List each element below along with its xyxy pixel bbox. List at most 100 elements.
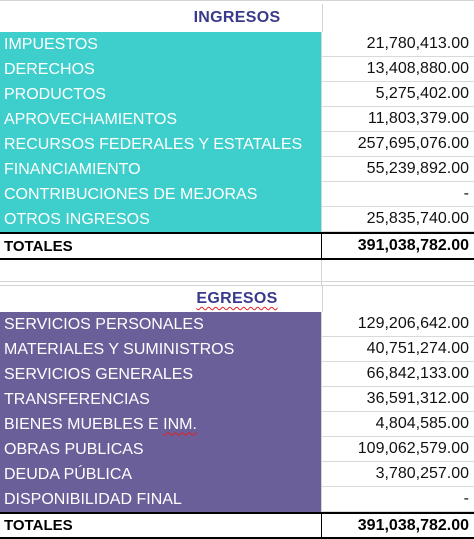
row-value: - <box>463 490 469 507</box>
egresos-label-cell[interactable]: OBRAS PUBLICAS <box>0 437 322 462</box>
row-value: 129,206,642.00 <box>357 315 469 332</box>
egresos-value-cell[interactable]: - <box>322 487 474 512</box>
egresos-value-cell[interactable]: 66,842,133.00 <box>322 362 474 387</box>
ingresos-value-cell[interactable]: - <box>322 182 474 207</box>
egresos-value-cell[interactable]: 109,062,579.00 <box>322 437 474 462</box>
ingresos-value-cell[interactable]: 5,275,402.00 <box>322 82 474 107</box>
egresos-value-cell[interactable]: 4,804,585.00 <box>322 412 474 437</box>
egresos-header-row: EGRESOS <box>0 286 474 312</box>
row-value: 13,408,880.00 <box>366 60 469 77</box>
ingresos-row-impuestos: IMPUESTOS 21,780,413.00 <box>0 32 474 57</box>
row-label: FINANCIAMIENTO <box>4 160 141 178</box>
egresos-total-value-cell[interactable]: 391,038,782.00 <box>322 514 474 537</box>
total-label: TOTALES <box>4 517 73 534</box>
ingresos-label-cell[interactable]: CONTRIBUCIONES DE MEJORAS <box>0 182 322 207</box>
row-value: 4,804,585.00 <box>375 415 469 432</box>
egresos-label-cell[interactable]: TRANSFERENCIAS <box>0 387 322 412</box>
ingresos-value-cell[interactable]: 13,408,880.00 <box>322 57 474 82</box>
ingresos-total-value-cell[interactable]: 391,038,782.00 <box>322 234 474 258</box>
column-divider <box>322 4 323 32</box>
spellcheck-underline: INM. <box>163 415 197 433</box>
egresos-value-cell[interactable]: 129,206,642.00 <box>322 312 474 337</box>
ingresos-row-contribuciones: CONTRIBUCIONES DE MEJORAS - <box>0 182 474 207</box>
blank-cell <box>0 282 322 285</box>
egresos-label-cell[interactable]: DEUDA PÚBLICA <box>0 462 322 487</box>
egresos-value-cell[interactable]: 3,780,257.00 <box>322 462 474 487</box>
row-value: 5,275,402.00 <box>375 85 469 102</box>
blank-cell <box>322 282 474 285</box>
row-value: 25,835,740.00 <box>366 210 469 227</box>
egresos-row-transferencias: TRANSFERENCIAS 36,591,312.00 <box>0 387 474 412</box>
ingresos-label-cell[interactable]: APROVECHAMIENTOS <box>0 107 322 132</box>
row-value: 36,591,312.00 <box>366 390 469 407</box>
egresos-label-cell[interactable]: MATERIALES Y SUMINISTROS <box>0 337 322 362</box>
egresos-value-cell[interactable]: 40,751,274.00 <box>322 337 474 362</box>
ingresos-total-label-cell[interactable]: TOTALES <box>0 234 322 258</box>
ingresos-value-cell[interactable]: 21,780,413.00 <box>322 32 474 57</box>
row-label: OTROS INGRESOS <box>4 210 150 228</box>
ingresos-value-cell[interactable]: 257,695,076.00 <box>322 132 474 157</box>
row-label: SERVICIOS PERSONALES <box>4 315 204 333</box>
row-label: APROVECHAMIENTOS <box>4 110 178 128</box>
egresos-row-servicios-generales: SERVICIOS GENERALES 66,842,133.00 <box>0 362 474 387</box>
ingresos-label-cell[interactable]: OTROS INGRESOS <box>0 207 322 232</box>
row-value: 55,239,892.00 <box>366 160 469 177</box>
row-label: RECURSOS FEDERALES Y ESTATALES <box>4 135 303 153</box>
ingresos-title-cell[interactable]: INGRESOS <box>0 4 474 32</box>
row-label: IMPUESTOS <box>4 35 98 53</box>
egresos-title: EGRESOS <box>196 290 278 307</box>
blank-cell[interactable] <box>0 260 322 281</box>
egresos-title-cell[interactable]: EGRESOS <box>0 286 474 312</box>
egresos-row-materiales: MATERIALES Y SUMINISTROS 40,751,274.00 <box>0 337 474 362</box>
row-label: BIENES MUEBLES E INM. <box>4 415 197 433</box>
ingresos-value-cell[interactable]: 55,239,892.00 <box>322 157 474 182</box>
egresos-row-bienes-muebles: BIENES MUEBLES E INM. 4,804,585.00 <box>0 412 474 437</box>
row-value: 21,780,413.00 <box>366 35 469 52</box>
row-value: 257,695,076.00 <box>357 135 469 152</box>
egresos-total-label-cell[interactable]: TOTALES <box>0 514 322 537</box>
row-label: DERECHOS <box>4 60 95 78</box>
egresos-label-cell[interactable]: SERVICIOS PERSONALES <box>0 312 322 337</box>
blank-row <box>0 282 474 286</box>
ingresos-label-cell[interactable]: PRODUCTOS <box>0 82 322 107</box>
ingresos-row-productos: PRODUCTOS 5,275,402.00 <box>0 82 474 107</box>
row-label: DEUDA PÚBLICA <box>4 465 133 483</box>
row-label: CONTRIBUCIONES DE MEJORAS <box>4 185 258 203</box>
row-label: PRODUCTOS <box>4 85 106 103</box>
egresos-row-servicios-personales: SERVICIOS PERSONALES 129,206,642.00 <box>0 312 474 337</box>
row-value: 109,062,579.00 <box>357 440 469 457</box>
ingresos-total-row: TOTALES 391,038,782.00 <box>0 232 474 260</box>
grid-top-line <box>0 0 474 1</box>
ingresos-label-cell[interactable]: RECURSOS FEDERALES Y ESTATALES <box>0 132 322 157</box>
egresos-row-deuda-publica: DEUDA PÚBLICA 3,780,257.00 <box>0 462 474 487</box>
ingresos-row-otros: OTROS INGRESOS 25,835,740.00 <box>0 207 474 232</box>
total-value: 391,038,782.00 <box>357 237 469 254</box>
egresos-label-cell[interactable]: DISPONIBILIDAD FINAL <box>0 487 322 512</box>
ingresos-value-cell[interactable]: 11,803,379.00 <box>322 107 474 132</box>
ingresos-row-recursos: RECURSOS FEDERALES Y ESTATALES 257,695,0… <box>0 132 474 157</box>
row-label: OBRAS PUBLICAS <box>4 440 144 458</box>
row-value: 40,751,274.00 <box>366 340 469 357</box>
ingresos-value-cell[interactable]: 25,835,740.00 <box>322 207 474 232</box>
egresos-total-row: TOTALES 391,038,782.00 <box>0 512 474 539</box>
row-value: - <box>463 185 469 202</box>
ingresos-label-cell[interactable]: FINANCIAMIENTO <box>0 157 322 182</box>
row-label: TRANSFERENCIAS <box>4 390 150 408</box>
ingresos-label-cell[interactable]: IMPUESTOS <box>0 32 322 57</box>
ingresos-row-derechos: DERECHOS 13,408,880.00 <box>0 57 474 82</box>
egresos-value-cell[interactable]: 36,591,312.00 <box>322 387 474 412</box>
egresos-label-cell[interactable]: BIENES MUEBLES E INM. <box>0 412 322 437</box>
ingresos-row-aprovechamientos: APROVECHAMIENTOS 11,803,379.00 <box>0 107 474 132</box>
ingresos-header-row: INGRESOS <box>0 4 474 32</box>
row-label: DISPONIBILIDAD FINAL <box>4 490 182 508</box>
blank-cell[interactable] <box>322 260 474 281</box>
row-label: SERVICIOS GENERALES <box>4 365 194 383</box>
egresos-label-cell[interactable]: SERVICIOS GENERALES <box>0 362 322 387</box>
blank-row <box>0 260 474 282</box>
total-value: 391,038,782.00 <box>357 516 469 534</box>
egresos-row-disponibilidad: DISPONIBILIDAD FINAL - <box>0 487 474 512</box>
column-divider <box>322 286 323 312</box>
row-value: 66,842,133.00 <box>366 365 469 382</box>
ingresos-label-cell[interactable]: DERECHOS <box>0 57 322 82</box>
